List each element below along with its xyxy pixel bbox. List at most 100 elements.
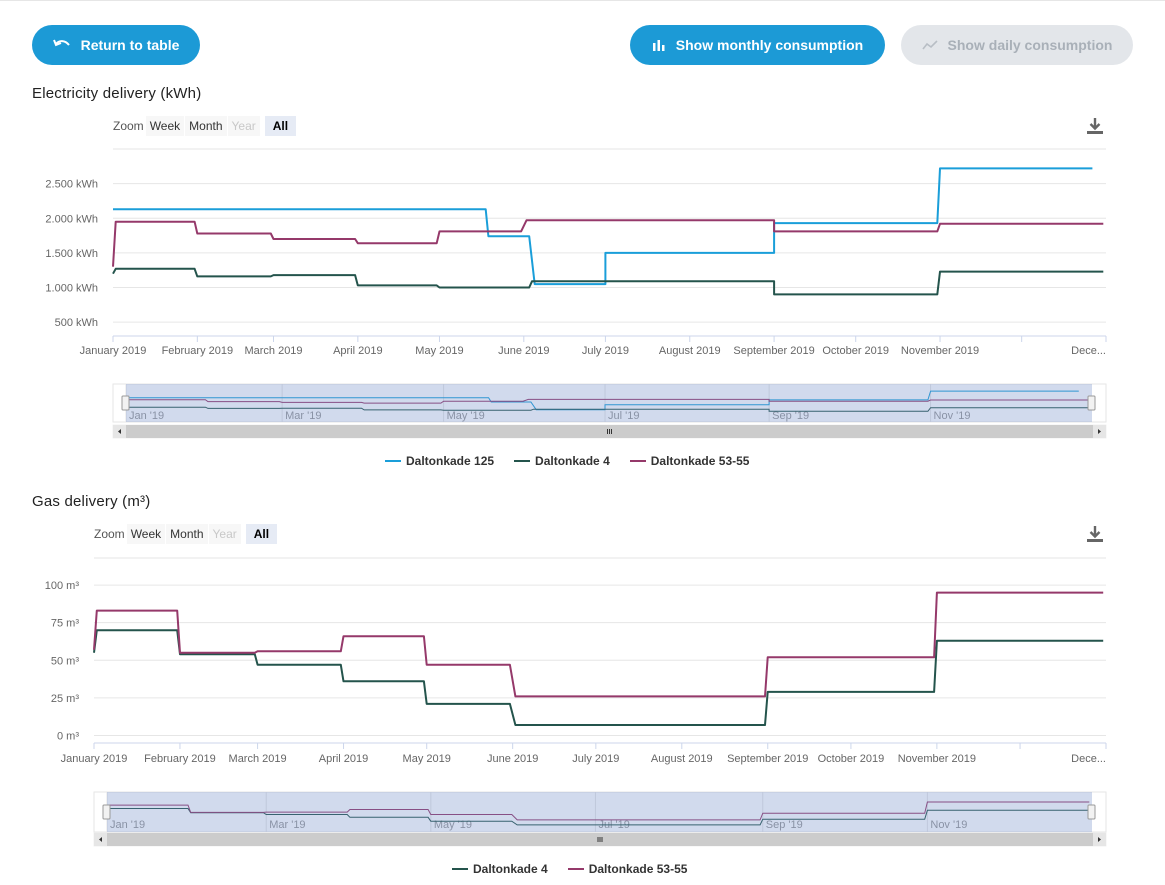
zoom-month-button[interactable]: Month: [166, 524, 208, 544]
legend-swatch: [629, 460, 646, 462]
gas-range-selector: Zoom Week Month Year All: [90, 524, 278, 544]
legend-item-daltonkade-4[interactable]: Daltonkade 4: [452, 862, 548, 876]
return-to-table-label: Return to table: [80, 37, 180, 53]
zoom-all-button[interactable]: All: [245, 524, 278, 544]
x-tick-label: September 2019: [727, 753, 808, 765]
scroll-left-arrow-icon: [118, 429, 121, 434]
series-line-daltonkade-53-55: [112, 219, 1104, 267]
x-tick-label: February 2019: [144, 753, 216, 765]
zoom-week-button[interactable]: Week: [126, 524, 166, 544]
legend-label: Daltonkade 4: [535, 454, 610, 468]
y-tick-label: 25 m³: [51, 693, 79, 705]
y-tick-label: 100 m³: [45, 580, 80, 592]
x-tick-label: November 2019: [901, 345, 979, 357]
navigator-label: Nov '19: [930, 819, 967, 831]
x-tick-label: November 2019: [898, 753, 976, 765]
y-tick-label: 1.500 kWh: [45, 248, 98, 260]
x-tick-label: Dece...: [1071, 753, 1106, 765]
x-tick-label: March 2019: [244, 345, 302, 357]
legend-label: Daltonkade 125: [406, 454, 495, 468]
x-tick-label: January 2019: [61, 753, 128, 765]
electricity-chart-title: Electricity delivery (kWh): [32, 85, 202, 102]
x-tick-label: October 2019: [822, 345, 889, 357]
x-tick-label: August 2019: [659, 345, 721, 357]
navigator-label: Nov '19: [934, 410, 971, 422]
navigator-label: Jan '19: [110, 819, 145, 831]
navigator-label: Mar '19: [285, 410, 321, 422]
series-line-daltonkade-4: [93, 629, 1104, 726]
legend-item-daltonkade-4[interactable]: Daltonkade 4: [514, 454, 610, 468]
scroll-right-arrow-icon: [1098, 837, 1101, 842]
electricity-range-selector: Zoom Week Month Year All: [109, 116, 297, 136]
navigator-mask: [107, 792, 1092, 832]
x-tick-label: May 2019: [415, 345, 463, 357]
navigator-label: Jan '19: [129, 410, 164, 422]
y-tick-label: 2.000 kWh: [45, 213, 98, 225]
navigator-handle-left: [121, 395, 130, 411]
x-tick-label: May 2019: [403, 753, 451, 765]
navigator-mask: [126, 384, 1092, 422]
navigator-series: [125, 398, 1090, 408]
y-tick-label: 1.000 kWh: [45, 283, 98, 295]
zoom-week-button[interactable]: Week: [145, 116, 185, 136]
x-tick-label: January 2019: [80, 345, 147, 357]
y-tick-label: 500 kWh: [55, 317, 98, 329]
electricity-legend: Daltonkade 125 Daltonkade 4 Daltonkade 5…: [385, 454, 769, 468]
return-to-table-button[interactable]: Return to table: [32, 25, 200, 65]
navigator-label: Sep '19: [772, 410, 809, 422]
line-chart-icon: [921, 40, 938, 50]
x-tick-label: July 2019: [572, 753, 619, 765]
zoom-label: Zoom: [113, 119, 144, 133]
show-monthly-consumption-button[interactable]: Show monthly consumption: [630, 25, 885, 65]
zoom-year-button[interactable]: Year: [208, 524, 241, 544]
y-tick-label: 50 m³: [51, 655, 79, 667]
navigator-label: May '19: [434, 819, 472, 831]
legend-item-daltonkade-53-55[interactable]: Daltonkade 53-55: [567, 862, 688, 876]
legend-label: Daltonkade 53-55: [588, 862, 688, 876]
y-tick-label: 0 m³: [57, 730, 79, 742]
x-tick-label: June 2019: [498, 345, 549, 357]
legend-item-daltonkade-125[interactable]: Daltonkade 125: [385, 454, 494, 468]
navigator-handle-right: [1087, 804, 1096, 820]
y-tick-label: 2.500 kWh: [45, 179, 98, 191]
x-tick-label: June 2019: [487, 753, 538, 765]
show-daily-consumption-button[interactable]: Show daily consumption: [901, 25, 1133, 65]
download-icon[interactable]: [1086, 525, 1104, 543]
scroll-left-arrow-icon: [99, 837, 102, 842]
undo-icon: [52, 39, 70, 47]
gas-legend: Daltonkade 4 Daltonkade 53-55: [452, 862, 707, 876]
legend-label: Daltonkade 4: [473, 862, 548, 876]
x-tick-label: March 2019: [229, 753, 287, 765]
bar-chart-icon: [652, 40, 665, 51]
scroll-right-arrow-icon: [1098, 429, 1101, 434]
zoom-year-button[interactable]: Year: [227, 116, 260, 136]
x-tick-label: April 2019: [319, 753, 369, 765]
navigator-label: Mar '19: [269, 819, 305, 831]
zoom-label: Zoom: [94, 527, 125, 541]
legend-label: Daltonkade 53-55: [650, 454, 750, 468]
x-tick-label: February 2019: [162, 345, 234, 357]
x-tick-label: October 2019: [818, 753, 885, 765]
zoom-all-button[interactable]: All: [264, 116, 297, 136]
navigator-series: [125, 406, 1090, 412]
electricity-chart: 500 kWh 1.000 kWh 1.500 kWh 2.000 kWh 2.500 …: [45, 148, 1107, 439]
x-tick-label: September 2019: [733, 345, 814, 357]
x-tick-label: August 2019: [651, 753, 713, 765]
x-tick-label: Dece...: [1071, 345, 1106, 357]
series-line-daltonkade-4: [112, 267, 1104, 296]
show-daily-consumption-label: Show daily consumption: [947, 37, 1113, 53]
legend-item-daltonkade-53-55[interactable]: Daltonkade 53-55: [629, 454, 750, 468]
show-monthly-consumption-label: Show monthly consumption: [675, 37, 864, 53]
gas-chart-title: Gas delivery (m³): [32, 493, 151, 510]
legend-swatch: [514, 460, 531, 462]
navigator-series: [106, 801, 1090, 821]
navigator-background: [112, 383, 1107, 423]
y-tick-label: 75 m³: [51, 618, 79, 630]
legend-swatch: [567, 868, 584, 870]
navigator-label: Sep '19: [766, 819, 803, 831]
series-line-daltonkade-53-55: [93, 591, 1104, 698]
legend-swatch: [452, 868, 468, 870]
zoom-month-button[interactable]: Month: [185, 116, 227, 136]
download-icon[interactable]: [1086, 117, 1104, 135]
